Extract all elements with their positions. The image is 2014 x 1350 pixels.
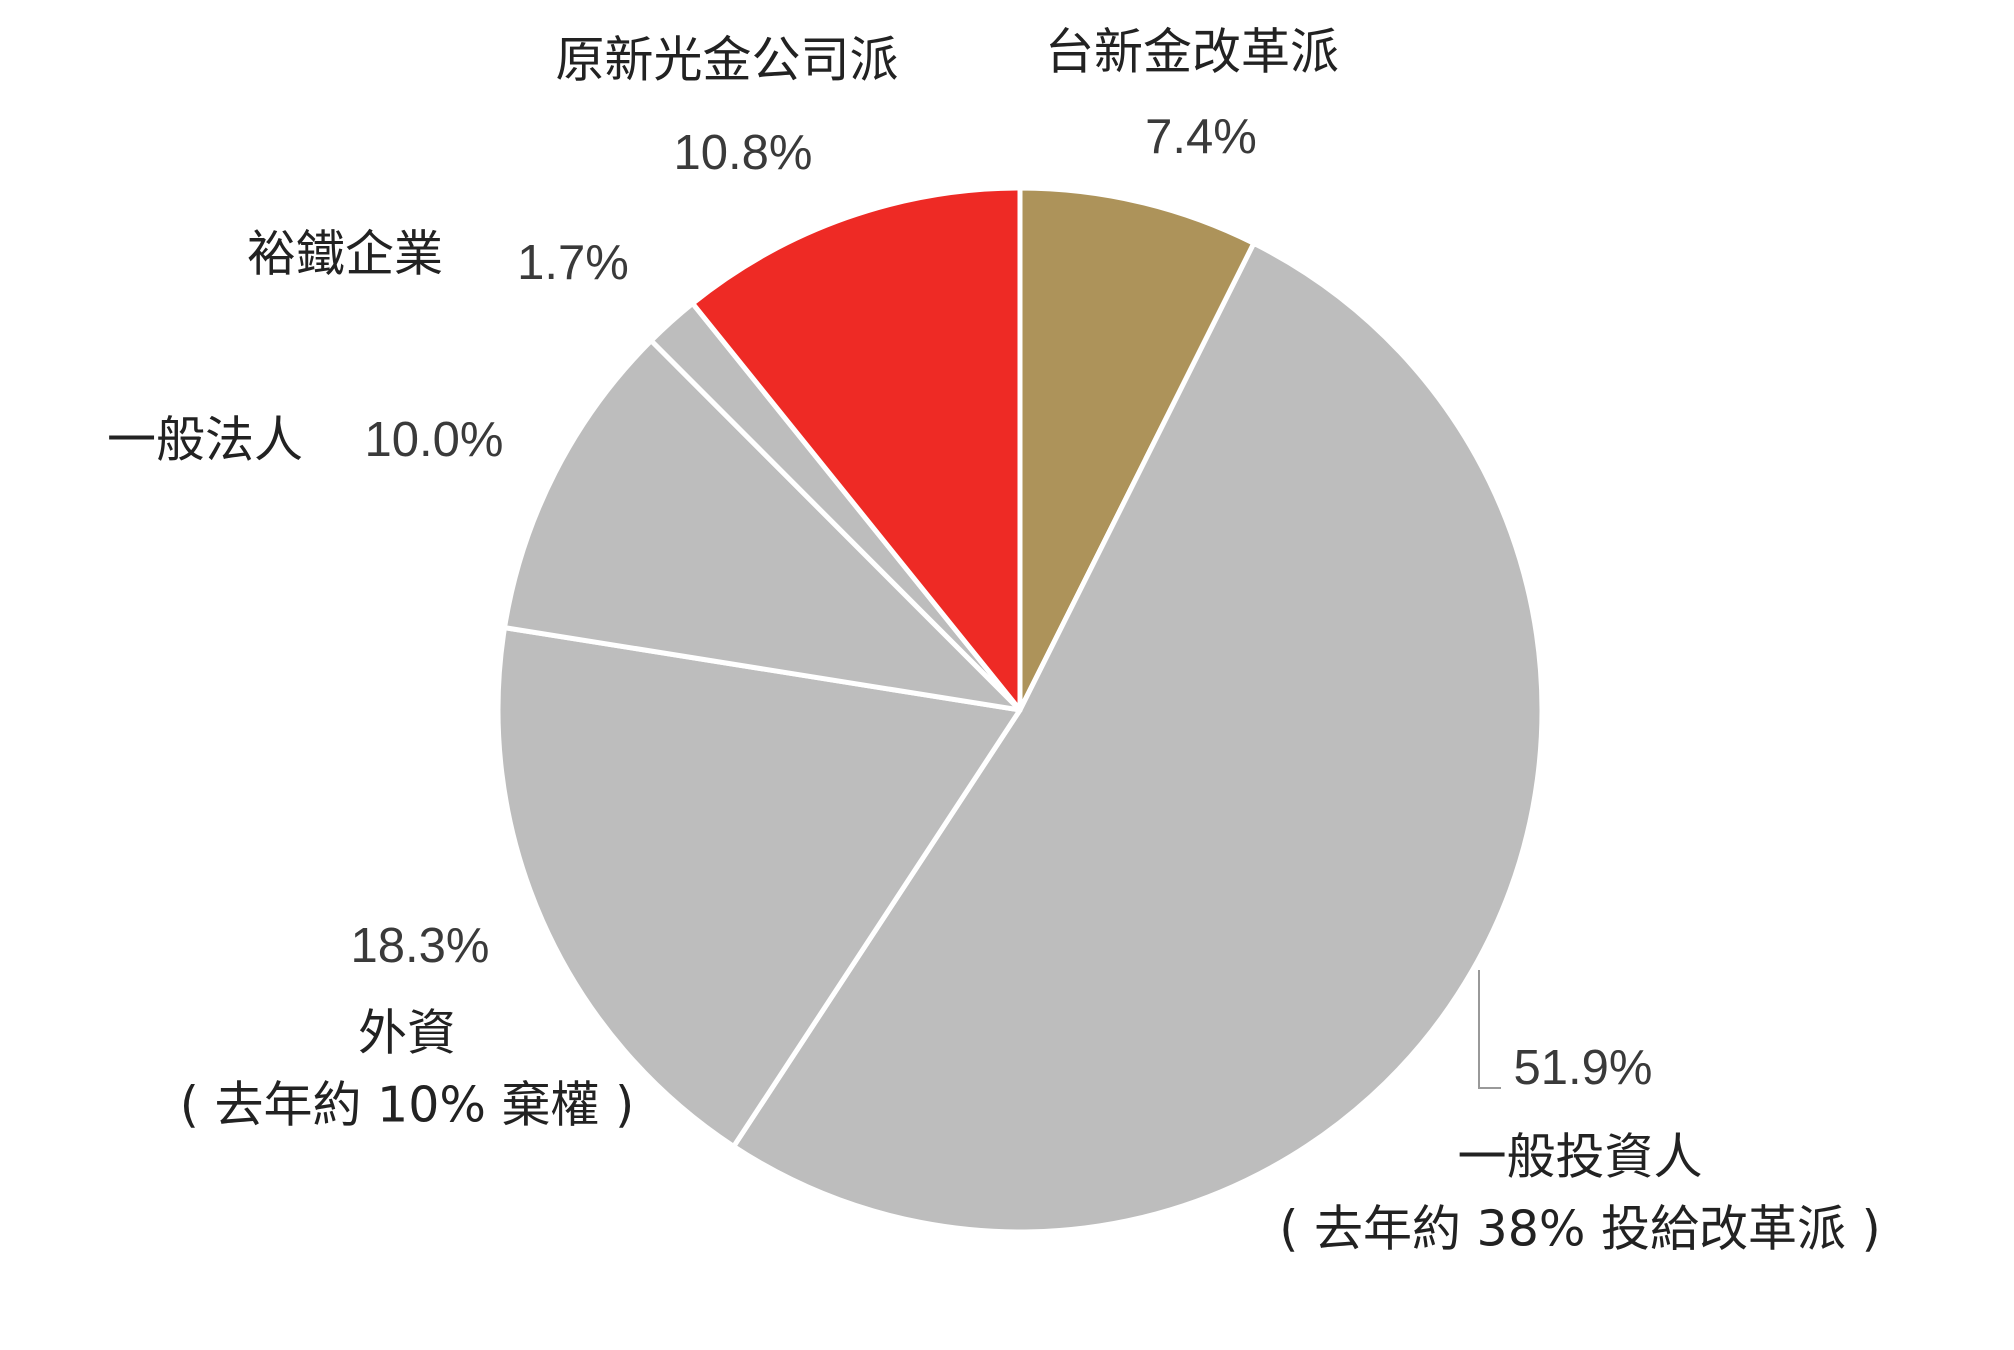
value-label: 7.4% (1145, 110, 1257, 164)
category-label: 裕鐵企業 (247, 226, 443, 283)
category-label: 一般法人 (107, 412, 303, 469)
value-label: 10.8% (674, 126, 813, 180)
value-label: 51.9% (1514, 1041, 1653, 1095)
category-label: 一般投資人 (1457, 1129, 1702, 1186)
value-label: 10.0% (365, 413, 504, 467)
leader-line (1478, 970, 1501, 1089)
category-label: 原新光金公司派 (555, 32, 898, 89)
category-label: 外資 (358, 1005, 456, 1062)
annotation: ( 去年約 10% 棄權 ) (180, 1077, 634, 1134)
category-label: 台新金改革派 (1045, 24, 1339, 81)
pie-slice (731, 240, 1545, 1235)
pie-slice (1017, 185, 1257, 713)
pie-slice (690, 185, 1023, 713)
pie-slice (495, 625, 1023, 1149)
value-label: 18.3% (351, 919, 490, 973)
pie-slice (502, 338, 1023, 713)
value-label: 1.7% (517, 236, 629, 290)
annotation: ( 去年約 38% 投給改革派 ) (1279, 1201, 1880, 1258)
